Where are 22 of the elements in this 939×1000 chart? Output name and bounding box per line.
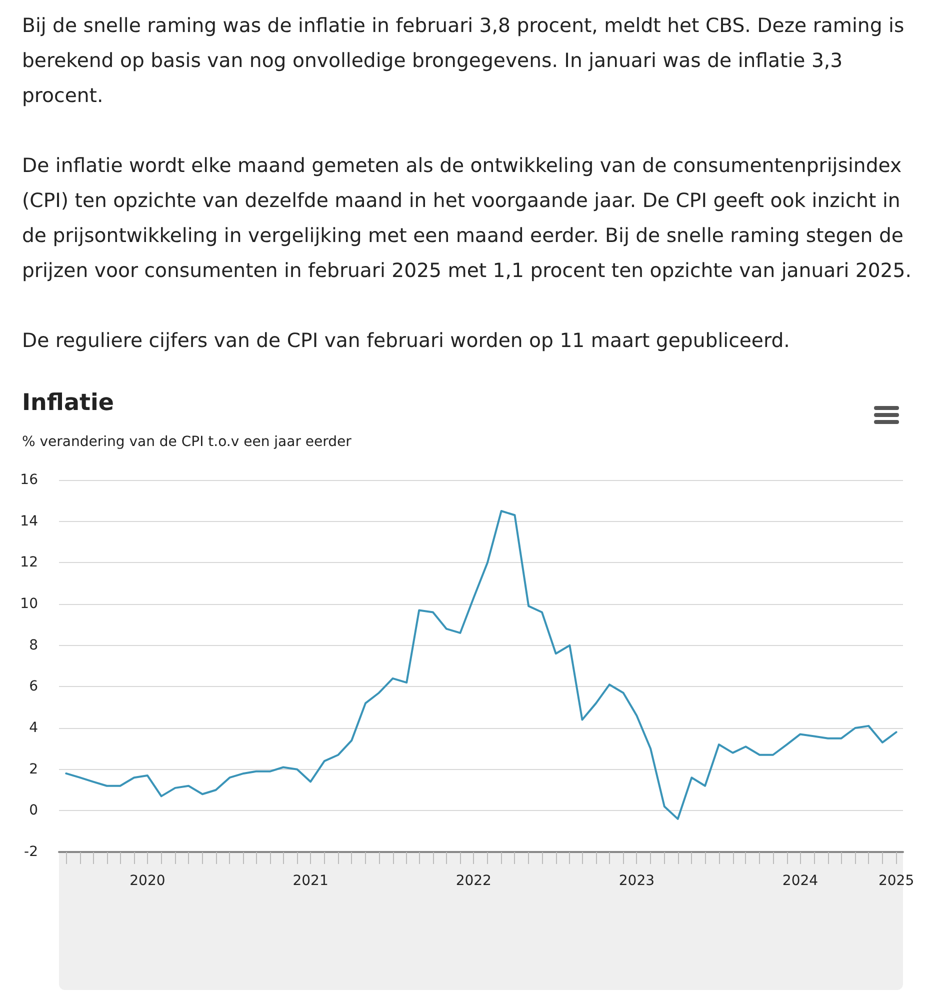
y-tick-label: 8 (29, 637, 38, 654)
y-tick-label: 14 (20, 513, 38, 530)
text: De reguliere cijfers van de CPI van februari worden op 11 maart gepubliceerd. (22, 328, 791, 354)
y-tick-label: 16 (20, 472, 38, 488)
line-series (65, 510, 898, 820)
y-tick-label: 4 (29, 720, 38, 736)
chart-title: Inflatie (22, 390, 114, 416)
y-tick-label: 12 (20, 554, 38, 571)
y-tick-label: 6 (29, 678, 38, 695)
x-tick-label: 2023 (618, 873, 655, 889)
text: Bij de snelle raming was de inflatie in februari 3,8 procent, meldt het CBS. Deze raming is berekend op basis van nog onvolledige brongegevens. In januari was de inflatie 3,3 procent. (22, 13, 906, 109)
x-tick-label: 2025 (878, 873, 914, 889)
y-tick-label: -2 (24, 844, 38, 860)
x-tick-label: 2020 (130, 873, 166, 889)
x-tick-label: 2021 (292, 873, 328, 889)
text: De inflatie wordt elke maand gemeten als de ontwikkeling van de consumentenprijsindex (CPI) ten opzichte van dezelfde maand in het voorgaande jaar. De CPI geeft ook inzicht in de prijsontwikkeling in vergelijking met een maand eerder. Bij de snelle raming stegen de prijzen voor consumenten in februari 2025 met 1,1 procent ten opzichte van januari 2025. (22, 153, 912, 284)
x-tick-label: 2024 (782, 873, 818, 889)
y-tick-label: 0 (29, 802, 38, 819)
y-tick-label: 2 (29, 761, 38, 778)
y-tick-label: 10 (20, 596, 38, 612)
x-tick-label: 2022 (456, 873, 492, 889)
y-axis-title: % verandering van de CPI t.o.v een jaar eerder (22, 434, 352, 450)
